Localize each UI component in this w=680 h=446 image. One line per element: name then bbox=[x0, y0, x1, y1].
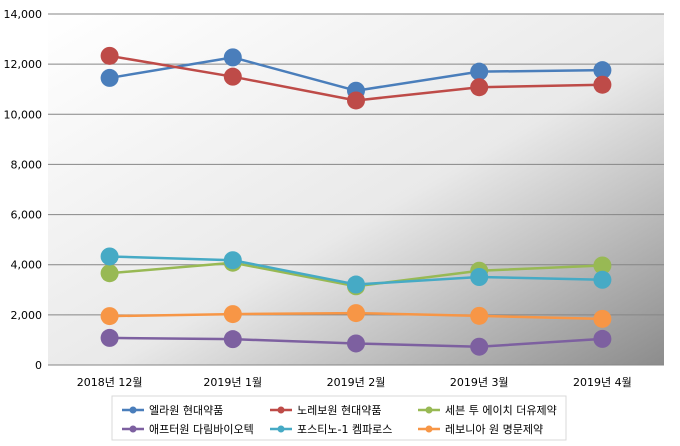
legend-entry: 애프터원 다림바이오텍 bbox=[122, 423, 254, 436]
y-tick-label: 2,000 bbox=[11, 309, 43, 322]
data-point bbox=[100, 46, 119, 65]
data-point bbox=[593, 329, 612, 348]
legend-marker-swatch bbox=[425, 406, 433, 414]
data-point bbox=[100, 328, 119, 347]
data-point bbox=[347, 334, 365, 353]
legend-entry: 포스티노-1 켐파로스 bbox=[270, 423, 392, 436]
data-point bbox=[100, 307, 119, 326]
legend-label: 노레보원 현대약품 bbox=[297, 403, 381, 417]
x-tick-label: 2019년 4월 bbox=[573, 376, 632, 389]
data-point bbox=[347, 91, 365, 110]
legend-marker-swatch bbox=[277, 406, 285, 414]
data-point bbox=[593, 75, 612, 94]
series-4 bbox=[100, 247, 612, 294]
data-point bbox=[593, 309, 612, 328]
data-point bbox=[470, 62, 489, 81]
legend-label: 레보니아 원 명문제약 bbox=[445, 422, 543, 436]
y-tick-label: 10,000 bbox=[4, 108, 43, 121]
y-tick-label: 0 bbox=[35, 359, 42, 372]
data-point bbox=[100, 68, 119, 87]
data-point bbox=[223, 67, 242, 86]
y-tick-label: 6,000 bbox=[11, 209, 43, 222]
legend-entry: 세븐 투 에이치 더유제약 bbox=[418, 403, 557, 417]
legend-label: 엘라원 현대약품 bbox=[149, 403, 223, 417]
data-point bbox=[100, 264, 119, 283]
legend-marker-swatch bbox=[129, 406, 137, 414]
legend-box bbox=[111, 395, 567, 441]
axes: 0 2,000 4,000 6,000 8,000 10,000 12,000 14,000 2… bbox=[4, 8, 664, 389]
y-tick-label: 4,000 bbox=[11, 259, 43, 272]
legend-marker-swatch bbox=[277, 425, 285, 433]
data-point bbox=[593, 270, 612, 289]
data-point bbox=[223, 48, 242, 67]
x-tick-label: 2019년 2월 bbox=[327, 376, 386, 389]
data-point bbox=[470, 78, 489, 97]
legend-marker-swatch bbox=[129, 425, 137, 433]
data-point bbox=[100, 247, 119, 266]
x-tick-label: 2019년 3월 bbox=[450, 376, 509, 389]
series-lines bbox=[100, 46, 612, 356]
x-tick-label: 2018년 12월 bbox=[77, 376, 143, 389]
series-0 bbox=[100, 48, 612, 100]
y-tick-label: 12,000 bbox=[4, 58, 43, 71]
series-1 bbox=[100, 46, 612, 110]
data-point bbox=[347, 304, 365, 323]
data-point bbox=[223, 330, 242, 349]
legend-entry: 레보니아 원 명문제약 bbox=[418, 422, 543, 436]
x-tick-label: 2019년 1월 bbox=[203, 376, 262, 389]
data-point bbox=[470, 337, 489, 356]
data-point bbox=[593, 61, 612, 80]
legend-entry: 엘라원 현대약품 bbox=[122, 403, 223, 417]
data-point bbox=[223, 251, 242, 270]
legend-entry: 노레보원 현대약품 bbox=[270, 403, 381, 417]
data-point bbox=[593, 256, 612, 275]
data-point bbox=[347, 275, 365, 294]
data-point bbox=[470, 306, 489, 325]
legend-label: 애프터원 다림바이오텍 bbox=[149, 423, 254, 436]
legend-marker-swatch bbox=[425, 425, 433, 433]
y-tick-label: 8,000 bbox=[11, 158, 43, 171]
series-3 bbox=[100, 328, 612, 356]
series-5 bbox=[100, 304, 612, 328]
data-point bbox=[470, 267, 489, 286]
y-tick-label: 14,000 bbox=[4, 8, 43, 21]
data-point bbox=[223, 305, 242, 324]
legend-label: 세븐 투 에이치 더유제약 bbox=[445, 403, 557, 417]
legend-label: 포스티노-1 켐파로스 bbox=[297, 423, 392, 436]
